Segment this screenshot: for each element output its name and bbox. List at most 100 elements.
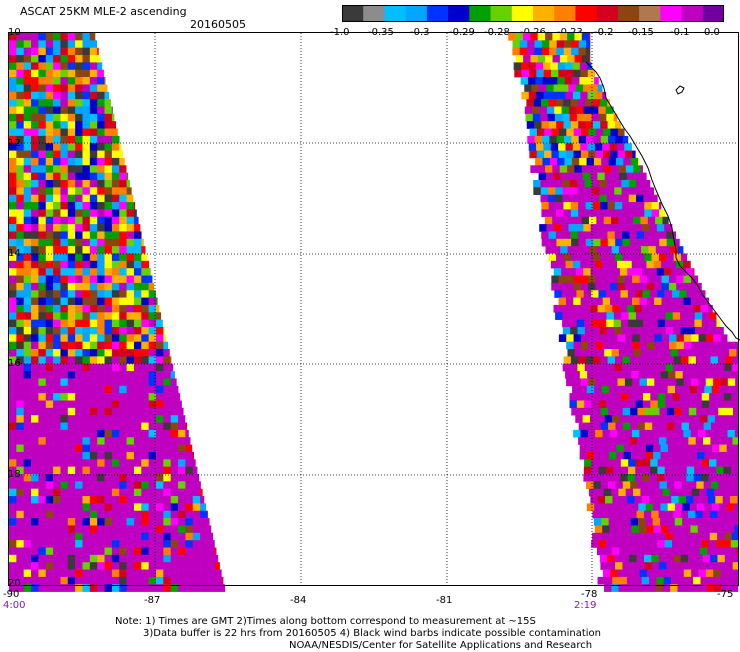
swath-pixel: [46, 401, 54, 409]
swath-pixel: [719, 503, 727, 511]
swath-pixel: [659, 437, 667, 445]
swath-pixel: [119, 356, 127, 364]
swath-pixel: [97, 180, 105, 188]
swath-pixel: [60, 548, 68, 556]
swath-pixel: [38, 305, 46, 313]
swath-pixel: [555, 114, 563, 122]
swath-pixel: [119, 202, 127, 210]
swath-pixel: [600, 327, 608, 335]
swath-pixel: [625, 298, 633, 306]
swath-pixel: [24, 268, 32, 276]
swath-pixel: [105, 165, 113, 173]
swath-pixel: [610, 283, 618, 291]
swath-pixel: [83, 217, 91, 225]
swath-pixel: [580, 445, 588, 453]
swath-pixel: [615, 239, 623, 247]
swath-pixel: [629, 364, 637, 372]
swath-pixel: [75, 209, 83, 217]
swath-pixel: [545, 55, 553, 63]
swath-pixel: [119, 239, 127, 247]
swath-pixel: [608, 408, 616, 416]
swath-pixel: [617, 298, 625, 306]
swath-pixel: [650, 540, 658, 548]
swath-pixel: [97, 334, 105, 342]
swath-pixel: [105, 254, 113, 262]
swath-pixel: [97, 276, 105, 284]
swath-pixel: [16, 84, 24, 92]
swath-pixel: [653, 452, 661, 460]
swath-pixel: [112, 452, 120, 460]
swath-pixel: [707, 349, 715, 357]
swath-pixel: [119, 408, 127, 416]
swath-pixel: [90, 99, 98, 107]
swath-pixel: [572, 62, 580, 70]
swath-pixel: [570, 114, 578, 122]
swath-pixel: [716, 474, 724, 482]
swath-pixel: [119, 364, 127, 372]
swath-pixel: [105, 386, 113, 394]
swath-pixel: [127, 276, 135, 284]
swath-pixel: [588, 298, 596, 306]
swath-pixel: [149, 364, 157, 372]
swath-pixel: [603, 570, 611, 578]
swath-pixel: [24, 180, 32, 188]
swath-pixel: [514, 70, 522, 78]
swath-pixel: [578, 48, 586, 56]
swath-pixel: [68, 114, 76, 122]
swath-pixel: [31, 276, 39, 284]
swath-pixel: [200, 518, 208, 526]
swath-pixel: [171, 445, 179, 453]
swath-pixel: [707, 489, 715, 497]
swath-pixel: [53, 408, 61, 416]
swath-pixel: [642, 577, 650, 585]
swath-pixel: [127, 533, 135, 541]
swath-pixel: [53, 187, 61, 195]
swath-pixel: [16, 459, 24, 467]
swath-pixel: [185, 518, 193, 526]
swath-pixel: [673, 364, 681, 372]
swath-pixel: [141, 268, 149, 276]
swath-pixel: [610, 525, 618, 533]
swath-pixel: [576, 305, 584, 313]
swath-pixel: [46, 33, 54, 41]
swath-pixel: [119, 496, 127, 504]
swath-pixel: [156, 481, 164, 489]
swath-pixel: [156, 430, 164, 438]
swath-pixel: [690, 503, 698, 511]
swath-pixel: [710, 511, 718, 519]
swath-pixel: [583, 415, 591, 423]
swath-pixel: [83, 459, 91, 467]
swath-pixel: [530, 129, 538, 137]
swath-pixel: [200, 548, 208, 556]
swath-pixel: [119, 445, 127, 453]
swath-pixel: [602, 525, 610, 533]
swath-pixel: [83, 312, 91, 320]
swath-pixel: [112, 320, 120, 328]
swath-pixel: [149, 430, 157, 438]
swath-pixel: [538, 33, 546, 41]
swath-pixel: [60, 136, 68, 144]
swath-pixel: [75, 364, 83, 372]
swath-pixel: [112, 217, 120, 225]
swath-pixel: [689, 408, 697, 416]
swath-pixel: [119, 423, 127, 431]
swath-pixel: [105, 356, 113, 364]
swath-pixel: [599, 393, 607, 401]
swath-pixel: [68, 290, 76, 298]
swath-pixel: [83, 548, 91, 556]
swath-pixel: [582, 349, 590, 357]
swath-pixel: [735, 430, 738, 438]
swath-pixel: [97, 452, 105, 460]
swath-pixel: [643, 195, 651, 203]
swath-pixel: [105, 562, 113, 570]
swath-pixel: [112, 283, 120, 291]
swath-pixel: [60, 356, 68, 364]
swath-pixel: [601, 408, 609, 416]
swath-pixel: [75, 114, 83, 122]
swath-pixel: [689, 562, 697, 570]
swath-pixel: [613, 268, 621, 276]
swath-pixel: [715, 415, 723, 423]
swath-pixel: [112, 165, 120, 173]
swath-pixel: [549, 231, 557, 239]
swath-pixel: [641, 246, 649, 254]
